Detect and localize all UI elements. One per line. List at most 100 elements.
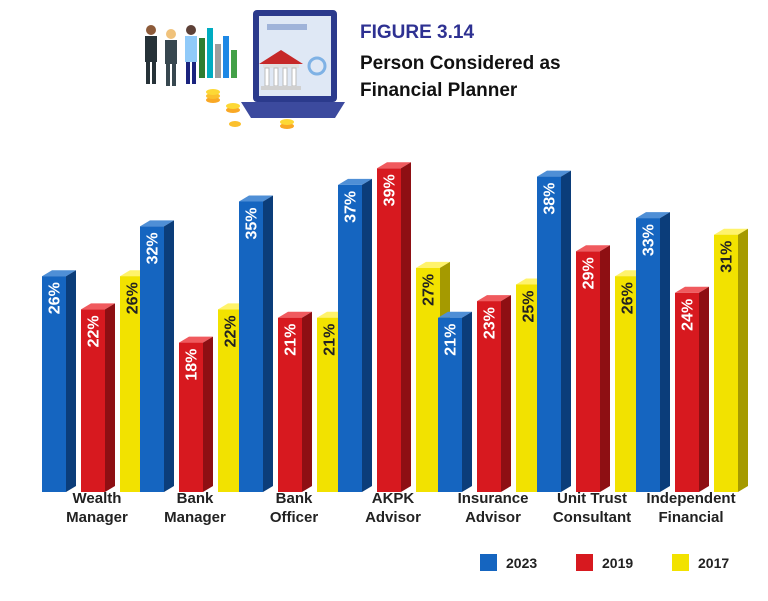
data-label-unit-trust-consultant-2023: 38% [542, 183, 559, 215]
figure-number: FIGURE 3.14 [360, 22, 475, 43]
bar-top-independent-financial-2023 [636, 212, 670, 219]
category-label-bank-officer-line-2: Officer [270, 509, 319, 526]
category-label-independent-financial-line-1: Independent [646, 490, 735, 507]
data-label-unit-trust-consultant-2019: 29% [581, 257, 598, 289]
legend-item-2023: 2023 [480, 554, 576, 571]
bar-side-wealth-manager-2019 [105, 303, 115, 492]
bar-independent-financial-2017 [714, 234, 738, 492]
data-label-bank-manager-2023: 32% [145, 232, 162, 264]
bar-side-independent-financial-2019 [699, 286, 709, 492]
bar-top-akpk-advisor-2017 [416, 261, 450, 268]
bar-side-bank-manager-2023 [164, 220, 174, 492]
bar-bank-officer-2017 [317, 317, 341, 492]
category-label-wealth-manager-line-2: Manager [66, 509, 128, 526]
bar-side-akpk-advisor-2019 [401, 162, 411, 493]
data-label-wealth-manager-2019: 22% [86, 315, 103, 347]
bar-side-insurance-advisor-2023 [462, 311, 472, 492]
bar-wealth-manager-2019 [81, 309, 105, 492]
bar-side-bank-officer-2019 [302, 311, 312, 492]
data-label-independent-financial-2017: 31% [719, 241, 736, 273]
data-label-insurance-advisor-2019: 23% [482, 307, 499, 339]
category-label-unit-trust-consultant-line-2: Consultant [553, 509, 631, 526]
data-label-unit-trust-consultant-2017: 26% [620, 282, 637, 314]
bar-top-independent-financial-2017 [714, 228, 748, 235]
bar-bank-manager-2019 [179, 342, 203, 492]
data-label-bank-officer-2017: 21% [322, 324, 339, 356]
category-label-unit-trust-consultant-line-1: Unit Trust [557, 490, 627, 507]
bar-side-bank-manager-2019 [203, 336, 213, 492]
bar-side-akpk-advisor-2023 [362, 178, 372, 492]
bar-wealth-manager-2023 [42, 276, 66, 492]
data-label-akpk-advisor-2023: 37% [343, 191, 360, 223]
bar-unit-trust-consultant-2019 [576, 251, 600, 492]
legend-swatch-2017 [672, 554, 689, 571]
legend-item-2017: 2017 [672, 554, 768, 571]
data-label-insurance-advisor-2023: 21% [443, 324, 460, 356]
bar-top-akpk-advisor-2023 [338, 178, 372, 185]
bar-unit-trust-consultant-2017 [615, 276, 639, 492]
data-label-wealth-manager-2023: 26% [47, 282, 64, 314]
data-label-bank-officer-2019: 21% [283, 324, 300, 356]
category-label-insurance-advisor-line-1: Insurance [458, 490, 529, 507]
bar-top-unit-trust-consultant-2019 [576, 245, 610, 252]
data-label-wealth-manager-2017: 26% [125, 282, 142, 314]
bar-side-independent-financial-2023 [660, 212, 670, 492]
category-label-akpk-advisor-line-2: Advisor [365, 509, 421, 526]
chart-legend: 2023 2019 2017 [480, 554, 768, 571]
data-label-akpk-advisor-2019: 39% [382, 174, 399, 206]
bar-top-bank-manager-2023 [140, 220, 174, 227]
legend-label-2019: 2019 [602, 554, 634, 571]
bar-top-wealth-manager-2023 [42, 270, 76, 277]
figure-header: FIGURE 3.14 Person Considered as Financi… [0, 0, 768, 140]
bar-top-independent-financial-2019 [675, 286, 709, 293]
legend-swatch-2019 [576, 554, 593, 571]
bar-top-insurance-advisor-2023 [438, 311, 472, 318]
bar-independent-financial-2019 [675, 292, 699, 492]
bar-bank-manager-2023 [140, 226, 164, 492]
bar-top-unit-trust-consultant-2023 [537, 170, 571, 177]
category-label-wealth-manager-line-1: Wealth [73, 490, 122, 507]
category-label-bank-manager-line-1: Bank [177, 490, 214, 507]
data-label-bank-manager-2017: 22% [223, 315, 240, 347]
bar-unit-trust-consultant-2023 [537, 176, 561, 492]
bar-side-unit-trust-consultant-2019 [600, 245, 610, 492]
legend-label-2017: 2017 [698, 554, 730, 571]
bar-side-unit-trust-consultant-2023 [561, 170, 571, 492]
legend-swatch-2023 [480, 554, 497, 571]
bar-top-bank-officer-2019 [278, 311, 312, 318]
bar-top-bank-officer-2023 [239, 195, 273, 202]
bar-bank-manager-2017 [218, 309, 242, 492]
bar-bank-officer-2023 [239, 201, 263, 492]
category-label-bank-officer-line-1: Bank [276, 490, 313, 507]
category-label-bank-manager-line-2: Manager [164, 509, 226, 526]
bar-insurance-advisor-2019 [477, 301, 501, 492]
bar-akpk-advisor-2023 [338, 184, 362, 492]
bar-insurance-advisor-2023 [438, 317, 462, 492]
category-label-akpk-advisor-line-1: AKPK [372, 490, 415, 507]
data-label-insurance-advisor-2017: 25% [521, 291, 538, 323]
figure-title-line-2: Financial Planner [360, 80, 518, 101]
bar-side-bank-officer-2023 [263, 195, 273, 492]
bar-independent-financial-2023 [636, 218, 660, 492]
data-label-bank-manager-2019: 18% [184, 349, 201, 381]
bar-insurance-advisor-2017 [516, 284, 540, 492]
category-label-independent-financial-line-2: Financial [658, 509, 723, 526]
bar-akpk-advisor-2019 [377, 168, 401, 493]
legend-label-2023: 2023 [506, 554, 538, 571]
bar-side-independent-financial-2017 [738, 228, 748, 492]
figure-title: Person Considered as Financial Planner [360, 50, 561, 104]
bar-side-wealth-manager-2023 [66, 270, 76, 492]
financial-planner-illustration [145, 10, 345, 129]
data-label-akpk-advisor-2017: 27% [421, 274, 438, 306]
bar-akpk-advisor-2017 [416, 267, 440, 492]
legend-item-2019: 2019 [576, 554, 672, 571]
bar-top-bank-manager-2019 [179, 336, 213, 343]
bar-bank-officer-2019 [278, 317, 302, 492]
data-label-bank-officer-2023: 35% [244, 208, 261, 240]
bar-top-wealth-manager-2019 [81, 303, 115, 310]
bar-top-akpk-advisor-2019 [377, 162, 411, 169]
data-label-independent-financial-2023: 33% [641, 224, 658, 256]
data-label-independent-financial-2019: 24% [680, 299, 697, 331]
bar-top-insurance-advisor-2019 [477, 295, 511, 302]
